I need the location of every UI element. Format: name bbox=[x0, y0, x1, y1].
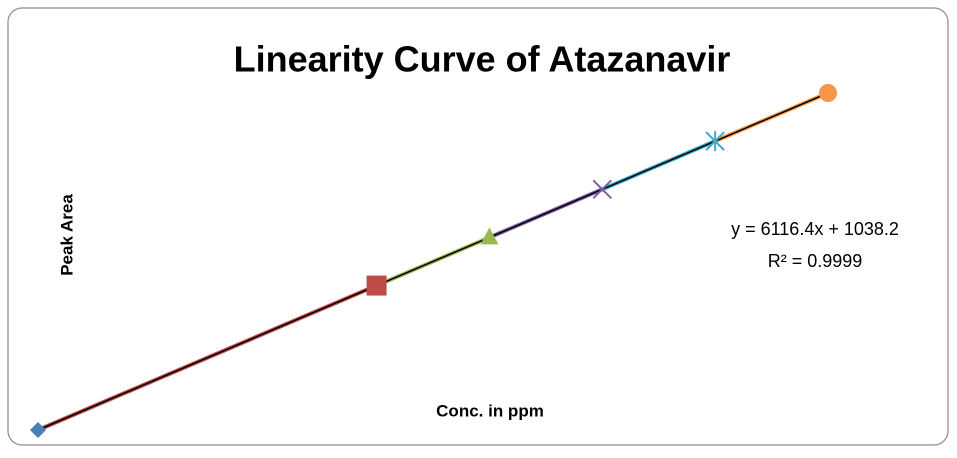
point-marker bbox=[480, 227, 499, 245]
point-marker bbox=[592, 179, 612, 199]
chart-border bbox=[7, 7, 949, 446]
x-axis-label: Conc. in ppm bbox=[436, 401, 544, 420]
trendline-equation: y = 6116.4x + 1038.2 bbox=[731, 219, 899, 239]
point-marker bbox=[366, 275, 387, 296]
trendline-r2: R² = 0.9999 bbox=[768, 251, 863, 271]
chart-title: Linearity Curve of Atazanavir bbox=[234, 39, 731, 80]
trendline bbox=[37, 92, 829, 431]
point-marker bbox=[819, 84, 837, 102]
point-marker bbox=[30, 422, 46, 438]
y-axis-label: Peak Area bbox=[57, 194, 76, 276]
point-marker bbox=[705, 131, 725, 152]
